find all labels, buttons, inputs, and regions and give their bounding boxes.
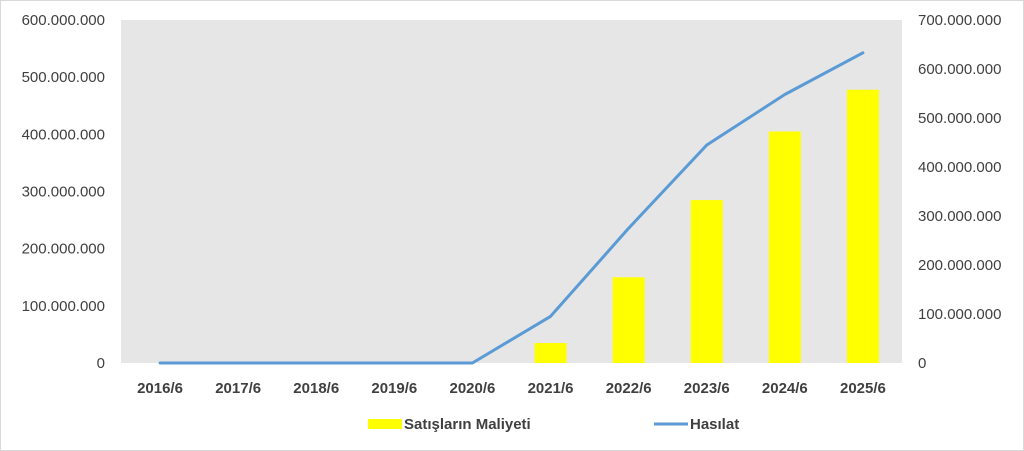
legend-label-line: Hasılat [690,416,739,433]
right-axis-tick-label: 0 [918,355,926,372]
left-axis-tick-label: 500.000.000 [22,69,105,86]
right-axis-tick-label: 300.000.000 [918,208,1001,225]
x-axis-tick-label: 2023/6 [684,380,730,397]
left-axis-ticks: 0 100.000.000 200.000.000 300.000.000 400.00… [22,12,105,372]
bar [768,131,801,363]
x-axis-tick-label: 2017/6 [215,380,261,397]
x-axis-tick-label: 2022/6 [606,380,652,397]
bar [612,277,645,363]
legend: Satışların Maliyeti Hasılat [368,416,739,433]
bar-series [534,89,879,363]
x-axis-tick-label: 2025/6 [840,380,886,397]
right-axis-tick-label: 200.000.000 [918,257,1001,274]
left-axis-tick-label: 600.000.000 [22,12,105,29]
bar [846,89,879,363]
left-axis-tick-label: 100.000.000 [22,298,105,315]
right-axis-tick-label: 500.000.000 [918,110,1001,127]
left-axis-tick-label: 300.000.000 [22,184,105,201]
left-axis-tick-label: 0 [97,355,105,372]
x-axis-tick-label: 2021/6 [528,380,574,397]
x-axis-tick-label: 2018/6 [293,380,339,397]
right-axis-ticks: 0 100.000.000 200.000.000 300.000.000 400.00… [918,12,1001,372]
bar [534,342,567,363]
left-axis-tick-label: 200.000.000 [22,241,105,258]
bar [690,200,723,363]
x-axis-tick-label: 2020/6 [450,380,496,397]
hasilat-line [158,51,865,365]
legend-label-bar: Satışların Maliyeti [404,416,531,433]
line-series [158,51,865,365]
right-axis-tick-label: 100.000.000 [918,306,1001,323]
x-axis-tick-label: 2019/6 [371,380,417,397]
left-axis-tick-label: 400.000.000 [22,126,105,143]
right-axis-tick-label: 400.000.000 [918,159,1001,176]
x-axis-tick-label: 2016/6 [137,380,183,397]
right-axis-tick-label: 600.000.000 [918,61,1001,78]
right-axis-tick-label: 700.000.000 [918,12,1001,29]
x-axis-ticks: 2016/6 2017/6 2018/6 2019/6 2020/6 2021/6 2022… [137,380,886,397]
legend-swatch-bar [368,419,402,429]
x-axis-tick-label: 2024/6 [762,380,808,397]
